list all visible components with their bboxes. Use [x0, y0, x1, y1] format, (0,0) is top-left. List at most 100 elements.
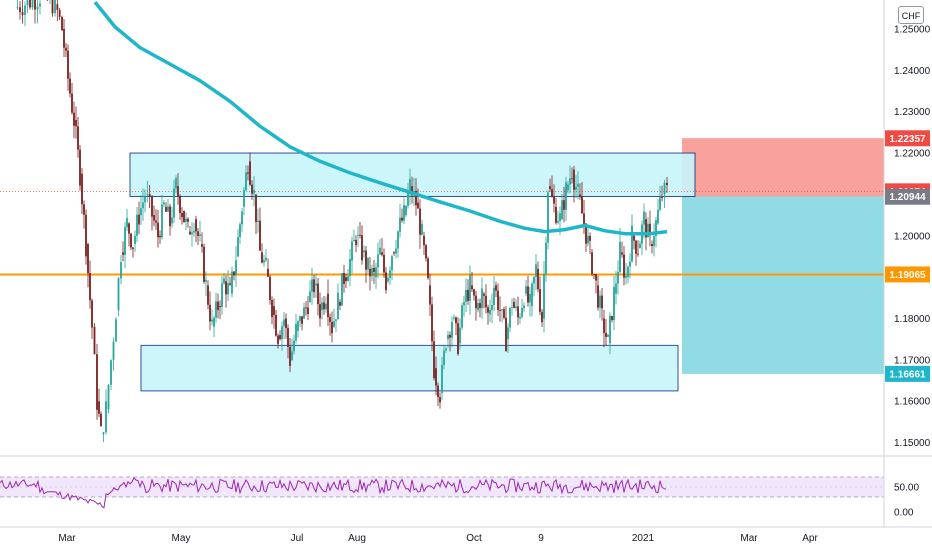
candle-body: [235, 260, 237, 276]
candle-body: [255, 194, 257, 222]
candle-body: [177, 186, 179, 197]
candle-body: [355, 239, 357, 245]
candle-body: [511, 307, 513, 309]
candle-body: [365, 250, 367, 270]
candle-body: [124, 227, 126, 255]
candle-body: [623, 254, 625, 278]
candle-body: [361, 235, 363, 261]
candle-body: [535, 264, 537, 277]
candle-body: [221, 283, 223, 308]
candle-body: [56, 4, 59, 10]
candle-body: [531, 283, 533, 307]
candle-body: [503, 309, 505, 318]
candle-body: [609, 315, 611, 344]
candle-body: [493, 287, 495, 306]
candle-body: [497, 290, 499, 311]
candle-body: [599, 295, 601, 308]
candle-body: [581, 196, 583, 214]
candle-body: [65, 47, 67, 51]
candle-body: [155, 220, 157, 223]
candle-body: [479, 302, 481, 309]
candle-body: [110, 360, 112, 385]
candle-body: [393, 252, 395, 254]
candle-body: [557, 221, 559, 223]
candle-body: [285, 318, 287, 329]
price-tag: [885, 266, 930, 283]
candle-body: [619, 241, 621, 273]
candle-body: [525, 286, 527, 294]
candle-body: [315, 283, 317, 286]
candle-body: [305, 307, 307, 309]
candle-body: [447, 334, 449, 340]
candle-body: [287, 328, 289, 347]
candle-body: [519, 316, 521, 319]
candle-body: [142, 202, 144, 209]
candle-body: [601, 295, 603, 309]
candle-body: [501, 309, 503, 311]
candle-body: [24, 5, 26, 16]
candle-body: [563, 200, 565, 210]
y-tick-label: 1.20000: [894, 231, 931, 242]
x-tick-label: May: [172, 533, 191, 544]
candle-body: [36, 6, 39, 10]
candle-body: [363, 250, 365, 253]
candle-body: [183, 210, 185, 223]
candle-body: [185, 218, 187, 223]
candle-body: [29, 0, 31, 8]
candle-body: [63, 28, 65, 48]
candle-body: [629, 261, 631, 267]
moving-average-layer: [93, 1, 668, 236]
candle-body: [597, 285, 599, 308]
candle-body: [291, 351, 293, 360]
candle-body: [465, 289, 467, 302]
candle-body: [100, 413, 102, 427]
candle-body: [313, 279, 315, 293]
candle-body: [327, 293, 329, 318]
currency-button[interactable]: CHF: [898, 6, 924, 24]
candle-body: [271, 300, 273, 318]
candle-body: [89, 273, 91, 301]
candle-body: [329, 317, 331, 322]
candle-body: [475, 295, 477, 309]
x-tick-label: Mar: [58, 533, 76, 544]
candle-body: [75, 119, 77, 127]
candle-body: [107, 384, 110, 410]
candle-body: [375, 267, 377, 278]
candle-body: [485, 295, 487, 308]
candle-body: [595, 274, 597, 281]
candle-body: [441, 365, 443, 393]
candle-body: [319, 304, 321, 319]
candle-body: [279, 335, 281, 340]
candle-body: [301, 316, 303, 324]
candle-body: [565, 182, 567, 210]
candle-body: [625, 275, 627, 278]
candle-body: [132, 247, 134, 249]
candle-body: [161, 204, 163, 238]
candle-body: [281, 326, 283, 340]
moving-average-line: [93, 1, 668, 236]
candle-body: [561, 200, 563, 220]
candle-body: [223, 278, 225, 284]
candle-body: [233, 271, 235, 276]
candle-body: [653, 236, 655, 247]
candle-body: [241, 211, 243, 225]
candle-body: [431, 304, 433, 342]
candle-body: [509, 308, 511, 328]
candle-body: [571, 178, 573, 180]
candle-body: [649, 223, 651, 236]
candle-body: [85, 214, 87, 257]
candle-body: [637, 253, 639, 255]
candle-body: [349, 259, 351, 277]
candle-body: [515, 306, 517, 308]
candle-body: [367, 257, 369, 270]
candle-body: [130, 233, 132, 248]
candle-body: [389, 270, 391, 279]
candle-body: [533, 276, 535, 284]
candle-body: [499, 310, 501, 311]
candle-body: [203, 246, 205, 282]
candle-body: [117, 278, 120, 311]
candle-body: [134, 235, 136, 245]
